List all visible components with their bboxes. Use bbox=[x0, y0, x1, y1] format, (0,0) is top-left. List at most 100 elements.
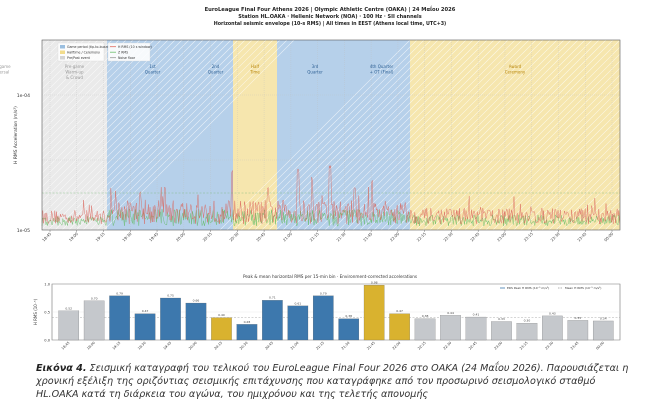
y-tick-label: 1e-05 bbox=[17, 228, 30, 234]
hatch-line bbox=[42, 40, 232, 230]
bar-x-tick-label: 23:00 bbox=[493, 341, 503, 351]
x-tick-label: 21:30 bbox=[335, 231, 347, 243]
hatch-line bbox=[317, 40, 509, 230]
legend-label: Pre/Post event bbox=[67, 56, 91, 60]
bar-x-tick-label: 21:00 bbox=[290, 341, 300, 351]
hatch-line bbox=[506, 116, 620, 230]
bar-value-label: 0.33 bbox=[498, 317, 505, 321]
hatch-line bbox=[331, 40, 523, 230]
bar-x-tick-label: 20:30 bbox=[239, 341, 249, 351]
band-label: Ceremony bbox=[505, 70, 526, 75]
hatch-line bbox=[96, 40, 288, 230]
seismic-envelope-chart: 1e-04 1e-05 H RMS Acceleration (m/s²) 18:45… bbox=[0, 5, 621, 243]
hatch-line bbox=[583, 193, 620, 230]
bar bbox=[160, 297, 181, 341]
hatch-line bbox=[520, 130, 620, 230]
hatch-line bbox=[42, 40, 120, 118]
hatch-line bbox=[82, 40, 274, 230]
band-label: Quarter bbox=[307, 70, 323, 75]
bar-value-label: 0.34 bbox=[600, 316, 607, 320]
bar-x-tick-label: 20:45 bbox=[264, 341, 274, 351]
hatch-line bbox=[42, 40, 141, 139]
legend-swatch bbox=[60, 56, 65, 60]
hatch-line bbox=[478, 88, 620, 230]
bar bbox=[338, 318, 360, 341]
legend-label: Noise floor bbox=[118, 56, 136, 60]
bar-value-label: 0.79 bbox=[320, 291, 327, 295]
hatch-line bbox=[443, 53, 620, 230]
hatch-line bbox=[233, 40, 425, 230]
bar bbox=[211, 317, 232, 341]
chart-subtitle: Station HL.OAKA · Hellenic Network (NOA)… bbox=[238, 14, 421, 20]
bar-x-tick-label: 20:15 bbox=[213, 341, 223, 351]
bar bbox=[542, 315, 563, 341]
bar bbox=[83, 300, 105, 341]
bar-y-tick-label: 0.0 bbox=[44, 339, 50, 343]
bar-value-label: 0.28 bbox=[244, 320, 251, 324]
band-label: 1st bbox=[149, 64, 156, 69]
hatch-line bbox=[310, 40, 502, 230]
hatch-line bbox=[282, 40, 474, 230]
x-tick-label: 19:15 bbox=[94, 231, 106, 243]
hatch-line bbox=[380, 40, 572, 230]
hatch-line bbox=[422, 40, 614, 230]
bar-x-tick-label: 22:30 bbox=[443, 341, 453, 351]
band-label: Post-game bbox=[0, 64, 11, 69]
bar-x-tick-label: 22:00 bbox=[392, 341, 402, 351]
hatch-line bbox=[75, 40, 267, 230]
band-label: Half bbox=[251, 64, 260, 69]
hatch-line bbox=[324, 40, 516, 230]
bar-x-tick-label: 22:45 bbox=[468, 341, 478, 351]
bar-x-tick-label: 23:30 bbox=[544, 341, 554, 351]
legend-label: H RMS (10 s window) bbox=[118, 45, 152, 49]
bar-legend-label: ERS Peak H RMS (10⁻⁵ m/s²) bbox=[507, 286, 549, 290]
y-axis-label: H RMS Acceleration (m/s²) bbox=[13, 106, 19, 164]
caption-label: Εικόνα 4. bbox=[36, 363, 87, 374]
band-label: Quarter bbox=[145, 70, 161, 75]
bar bbox=[491, 321, 512, 341]
bar-chart: H RMS (10⁻⁵) 0.0 0.5 1.0 ERS Peak H RMS (10⁻… bbox=[33, 274, 621, 351]
x-tick-label: 22:45 bbox=[469, 231, 481, 243]
hatch-line bbox=[527, 137, 620, 230]
hatch-line bbox=[492, 102, 620, 230]
hatch-line bbox=[42, 40, 92, 90]
hatch-line bbox=[254, 40, 446, 230]
x-tick-label: 19:30 bbox=[121, 231, 133, 243]
bar bbox=[592, 320, 614, 341]
bar bbox=[389, 313, 410, 341]
bar-value-label: 0.61 bbox=[294, 301, 301, 305]
hatch-line bbox=[268, 40, 460, 230]
bar-x-tick-label: 20:00 bbox=[188, 341, 198, 351]
h-trace bbox=[41, 165, 620, 225]
bar-value-label: 0.41 bbox=[473, 313, 480, 317]
x-tick-label: 20:30 bbox=[228, 231, 240, 243]
bar bbox=[58, 310, 80, 341]
legend-box bbox=[57, 42, 105, 62]
bar bbox=[465, 316, 487, 341]
bar bbox=[414, 318, 436, 341]
hatch-line bbox=[42, 40, 85, 83]
x-tick-label: 23:45 bbox=[576, 231, 588, 243]
bar-value-label: 0.47 bbox=[142, 309, 149, 313]
bar-x-tick-label: 19:15 bbox=[112, 341, 122, 351]
bar-value-label: 0.43 bbox=[549, 311, 556, 315]
x-tick-label: 00:00 bbox=[603, 231, 615, 243]
bar-x-tick-label: 22:15 bbox=[417, 341, 427, 351]
bar-x-tick-label: 21:45 bbox=[366, 341, 376, 351]
x-tick-label: 20:45 bbox=[255, 231, 267, 243]
band-pre bbox=[42, 40, 107, 230]
hatch-line bbox=[415, 40, 607, 230]
hatch-line bbox=[261, 40, 453, 230]
hatch-line bbox=[42, 40, 190, 188]
bar-value-label: 0.35 bbox=[574, 316, 581, 320]
hatch-line bbox=[42, 40, 197, 195]
legend-swatch bbox=[60, 45, 65, 49]
hatch-line bbox=[569, 179, 620, 230]
hatch-line bbox=[436, 46, 620, 230]
band-label: 2nd bbox=[212, 64, 220, 69]
bar bbox=[236, 324, 258, 341]
hatch-line bbox=[42, 40, 134, 132]
band-label: Dispersal bbox=[0, 70, 9, 75]
x-tick-label: 21:00 bbox=[282, 231, 294, 243]
bar bbox=[134, 313, 156, 341]
